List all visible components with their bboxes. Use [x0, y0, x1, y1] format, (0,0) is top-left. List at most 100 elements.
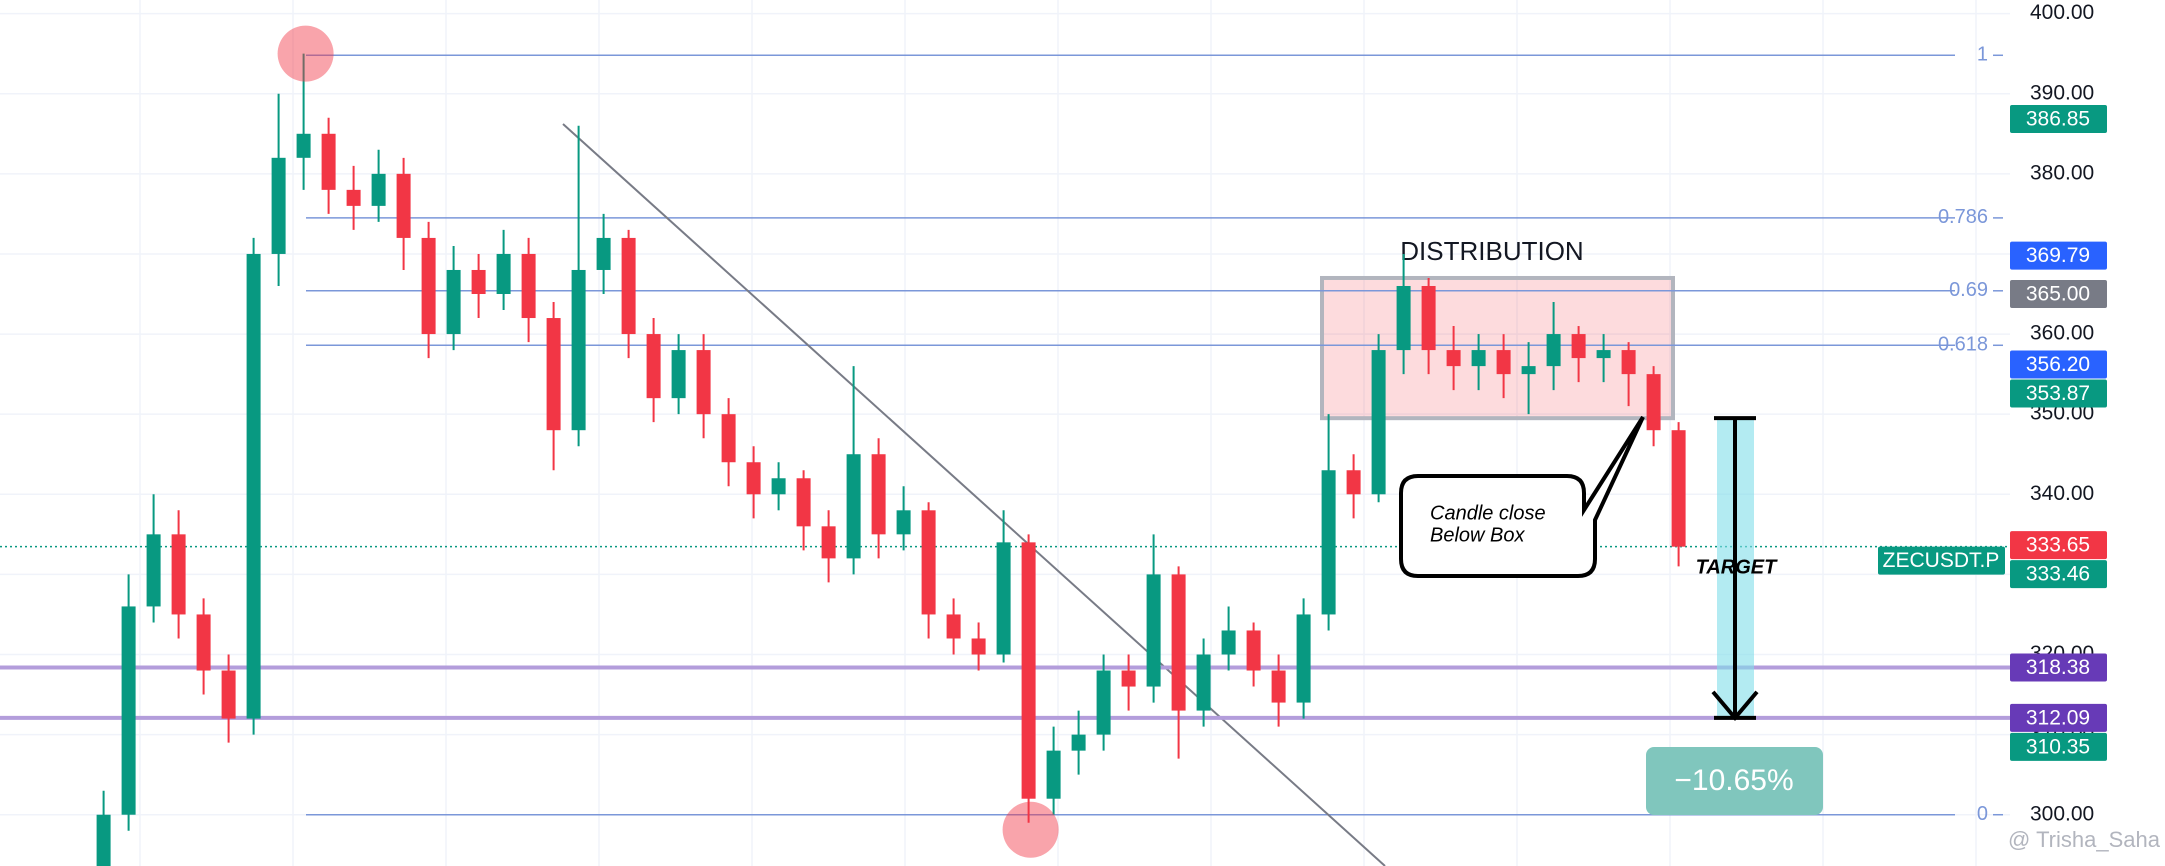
candle-body [1121, 670, 1136, 687]
arrow-head [1711, 690, 1759, 721]
y-tick-label: 380.00 [2030, 161, 2094, 184]
candle-body [1171, 574, 1186, 711]
candle-body [571, 269, 586, 431]
candle-body [1246, 630, 1261, 671]
price-label-box [2010, 732, 2107, 761]
candle-body [996, 542, 1011, 655]
candle-body [1446, 350, 1461, 367]
candle-body [671, 350, 686, 399]
candle-body [346, 189, 361, 206]
y-tick-label: 360.00 [2030, 322, 2094, 345]
change-label: −10.65% [1674, 764, 1793, 797]
candle-body [121, 606, 136, 815]
box-label: DISTRIBUTION [1400, 236, 1583, 266]
candle-body [1021, 542, 1036, 799]
candle-body [946, 614, 961, 639]
candle-body [546, 318, 561, 431]
fib-label: 0.618 [1938, 334, 1988, 356]
candle-body [771, 478, 786, 495]
candle-body [1596, 350, 1611, 359]
symbol-label: ZECUSDT.P [1883, 549, 2000, 572]
price-label-box [2010, 379, 2107, 408]
price-label-box [2010, 350, 2107, 379]
change-box [1646, 747, 1823, 815]
candle-body [846, 454, 861, 559]
fib-label: 0.786 [1938, 206, 1988, 228]
candle-body [1571, 334, 1586, 359]
candle-body [871, 454, 886, 535]
y-tick-label: 340.00 [2030, 482, 2094, 505]
candle-body [421, 237, 436, 335]
candle-body [471, 269, 486, 295]
candle-body [296, 133, 311, 158]
candle-body [1221, 630, 1236, 655]
price-label: 365.00 [2026, 283, 2090, 306]
trend-line [562, 123, 1386, 866]
price-label-box [2010, 241, 2107, 270]
price-label: 333.65 [2026, 534, 2090, 557]
price-label: 310.35 [2026, 735, 2090, 758]
candle-body [1496, 350, 1511, 375]
candle-body [796, 478, 811, 527]
candle-body [721, 414, 736, 463]
candle-body [1546, 334, 1561, 367]
y-tick-label: 400.00 [2030, 1, 2094, 24]
candle-body [621, 237, 636, 335]
candle-body [1346, 470, 1361, 495]
symbol-box [1878, 546, 2005, 575]
candle-body [246, 253, 261, 719]
candle-body [396, 173, 411, 238]
price-label-box [2010, 280, 2107, 309]
price-label: 333.46 [2026, 563, 2090, 586]
candle-body [596, 237, 611, 270]
price-label: 353.87 [2026, 382, 2090, 405]
callout-text: Candle close [1430, 502, 1546, 524]
candle-body [921, 510, 936, 615]
candle-body [96, 814, 111, 866]
candle-body [221, 670, 236, 719]
candle-body [1071, 734, 1086, 751]
price-label: 318.38 [2026, 656, 2090, 679]
candle-body [896, 510, 911, 535]
price-label-box [2010, 531, 2107, 560]
candle-body [171, 534, 186, 615]
callout-text: Below Box [1430, 524, 1525, 546]
candle-body [1396, 285, 1411, 351]
candle-body [146, 534, 161, 607]
candle-body [1271, 670, 1286, 703]
candle-body [821, 526, 836, 559]
price-label-box [2010, 653, 2107, 682]
candle-body [1521, 366, 1536, 375]
target-label: TARGET [1696, 556, 1779, 578]
candle-body [1296, 614, 1311, 703]
price-label: 312.09 [2026, 706, 2090, 729]
candle-body [1421, 285, 1436, 351]
candle-body [1646, 374, 1661, 431]
price-label: 369.79 [2026, 244, 2090, 267]
candle-body [646, 334, 661, 399]
candle-body [1096, 670, 1111, 735]
candle-body [696, 350, 711, 415]
y-tick-label: 300.00 [2030, 802, 2094, 825]
candle-body [746, 462, 761, 495]
fib-label: 1 [1977, 44, 1988, 66]
high-marker [277, 25, 334, 82]
price-label-box [2010, 703, 2107, 732]
candle-body [496, 253, 511, 295]
candle-body [321, 133, 336, 190]
candle-body [1371, 350, 1386, 495]
price-label-box [2010, 104, 2107, 133]
fib-label: 0.69 [1949, 279, 1988, 301]
candle-body [196, 614, 211, 671]
candle-body [1046, 750, 1061, 799]
candle-body [446, 269, 461, 335]
candle-body [1196, 654, 1211, 711]
price-label-box [2010, 560, 2107, 589]
price-label: 356.20 [2026, 353, 2090, 376]
candle-body [1671, 430, 1686, 547]
candle-body [371, 173, 386, 206]
price-label: 386.85 [2026, 108, 2090, 131]
candle-body [271, 157, 286, 254]
candle-body [1321, 470, 1336, 615]
